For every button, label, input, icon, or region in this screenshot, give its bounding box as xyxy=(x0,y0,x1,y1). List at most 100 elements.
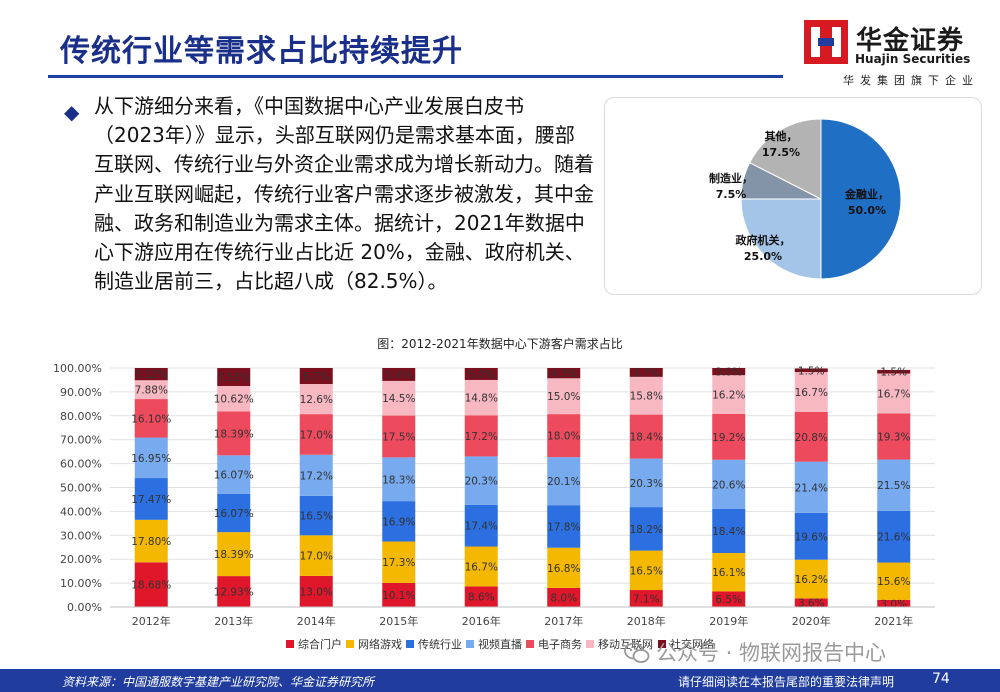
bar-data-label: 17.0% xyxy=(300,551,333,563)
bar-data-label: 16.7% xyxy=(877,388,910,400)
y-tick-label: 20.00% xyxy=(60,553,102,566)
bar-data-label: 17.4% xyxy=(465,521,498,533)
bar-segment xyxy=(299,368,333,385)
bar-data-label: 20.3% xyxy=(465,476,498,488)
bar-segment xyxy=(877,599,911,607)
bar-data-label: 6.5% xyxy=(715,594,742,606)
bar-data-label: 7.1% xyxy=(633,594,660,606)
bar-segment xyxy=(299,495,333,536)
bar-segment xyxy=(629,414,663,459)
bar-data-label: 16.07% xyxy=(214,508,254,520)
bar-segment xyxy=(629,368,663,377)
bar-segment xyxy=(382,457,416,502)
bar-segment xyxy=(547,414,581,458)
legend-label: 网络游戏 xyxy=(358,637,402,651)
bar-data-label: 17.3% xyxy=(382,557,415,569)
bar-data-label: 16.07% xyxy=(214,470,254,482)
bar-segment xyxy=(877,413,911,460)
x-tick-label: 2020年 xyxy=(792,614,831,628)
bar-segment xyxy=(629,507,663,551)
x-tick-label: 2021年 xyxy=(874,614,913,628)
bar-data-label: 17.80% xyxy=(131,536,171,548)
bar-segment xyxy=(382,582,416,607)
bar-segment xyxy=(299,414,333,455)
bar-data-label: 16.2% xyxy=(712,390,745,402)
pie-label-value: 7.5% xyxy=(716,188,747,201)
bar-data-label: 18.68% xyxy=(131,580,171,592)
bar-data-label: 6.7% xyxy=(303,371,330,383)
legend-label: 传统行业 xyxy=(418,638,462,651)
bar-data-label: 18.39% xyxy=(214,428,254,440)
y-tick-label: 50.00% xyxy=(60,482,102,495)
company-logo: 华金证券 Huajin Securities 华发集团旗下企业 xyxy=(804,16,979,87)
bar-segment xyxy=(299,575,333,607)
legend-label: 综合门户 xyxy=(298,637,342,651)
bar-data-label: 16.7% xyxy=(465,561,498,573)
bar-data-label: 17.0% xyxy=(300,429,333,441)
bar-segment xyxy=(794,368,828,373)
bar-data-label: 1.5% xyxy=(880,367,907,379)
bar-data-label: 1.5% xyxy=(798,365,825,377)
bar-segment xyxy=(877,562,911,600)
bar-data-label: 14.8% xyxy=(465,393,498,405)
bar-data-label: 15.8% xyxy=(630,391,663,403)
bar-data-label: 12.93% xyxy=(214,587,254,599)
bar-segment xyxy=(712,509,746,553)
legend-swatch xyxy=(526,640,534,648)
bar-segment xyxy=(712,552,746,592)
bar-data-label: 21.5% xyxy=(877,480,910,492)
bar-segment xyxy=(629,458,663,508)
y-tick-label: 80.00% xyxy=(60,410,102,423)
bar-data-label: 16.5% xyxy=(630,565,663,577)
y-tick-label: 30.00% xyxy=(60,529,102,542)
body-paragraph: 从下游细分来看，《中国数据中心产业发展白皮书（2023年）》显示，头部互联网仍是… xyxy=(94,94,594,294)
bar-data-label: 8.6% xyxy=(468,592,495,604)
title-divider xyxy=(48,75,783,78)
bar-segment xyxy=(877,373,911,414)
bar-segment xyxy=(464,456,498,505)
bar-data-label: 16.10% xyxy=(131,413,171,425)
legend-label: 移动互联网 xyxy=(598,638,653,651)
bar-chart-title: 图：2012-2021年数据中心下游客户需求占比 xyxy=(377,337,623,351)
bar-data-label: 15.6% xyxy=(877,576,910,588)
stacked-bar-chart: 0.00% 10.00% 20.00% 30.00% 40.00% 50.00% 60.00… xyxy=(53,362,935,651)
bar-data-label: 16.2% xyxy=(795,574,828,586)
bar-segment xyxy=(134,437,168,479)
bar-data-label: 3.0% xyxy=(715,367,742,379)
bar-segment xyxy=(464,415,498,457)
bar-segment xyxy=(217,532,251,577)
bar-data-label: 4.3% xyxy=(550,368,577,380)
legend-swatch xyxy=(466,640,474,648)
footer-bar: 资料来源：中国通服数字基建产业研究院、华金证券研究所 请仔细阅读在本报告尾部的重… xyxy=(0,669,1000,692)
bar-data-label: 16.9% xyxy=(382,516,415,528)
bar-segment xyxy=(794,559,828,599)
bar-segment xyxy=(547,547,581,588)
bar-segment xyxy=(877,510,911,563)
pie-label-value: 25.0% xyxy=(744,250,782,263)
bar-segment xyxy=(547,505,581,548)
bar-data-label: 20.1% xyxy=(547,476,580,488)
logo-subtitle: 华发集团旗下企业 xyxy=(843,74,979,87)
bar-data-label: 18.4% xyxy=(630,432,663,444)
legend-swatch xyxy=(286,640,294,648)
bar-data-label: 18.2% xyxy=(630,524,663,536)
bar-segment xyxy=(382,380,416,416)
bar-segment xyxy=(134,562,168,607)
legend-swatch xyxy=(346,640,354,648)
bar-data-label: 21.6% xyxy=(877,532,910,544)
bar-segment xyxy=(794,461,828,513)
bar-segment xyxy=(464,586,498,607)
bar-segment xyxy=(134,399,168,438)
bar-segment xyxy=(547,587,581,607)
legend-label: 社交网络 xyxy=(670,637,714,651)
bar-data-label: 19.2% xyxy=(712,432,745,444)
legend-swatch xyxy=(586,640,594,648)
bar-segment xyxy=(217,455,251,494)
bar-data-label: 3.6% xyxy=(798,598,825,610)
bar-data-label: 21.4% xyxy=(795,482,828,494)
x-tick-label: 2018年 xyxy=(627,614,666,628)
pie-label-value: 50.0% xyxy=(848,204,886,217)
bar-data-label: 17.8% xyxy=(547,521,580,533)
bar-segment xyxy=(134,368,168,381)
pie-chart: 金融业， 50.0% 政府机关， 25.0% 制造业， 7.5% 其他， 17.5% xyxy=(709,118,902,280)
